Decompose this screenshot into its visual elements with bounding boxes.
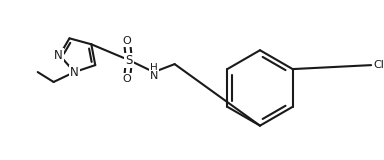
Text: Cl: Cl — [374, 60, 384, 70]
Text: O: O — [122, 36, 131, 46]
Text: S: S — [125, 54, 133, 67]
Text: H: H — [150, 63, 158, 73]
Text: N: N — [70, 66, 79, 79]
Text: N: N — [150, 71, 158, 81]
Text: O: O — [122, 74, 131, 84]
Text: N: N — [54, 49, 63, 62]
